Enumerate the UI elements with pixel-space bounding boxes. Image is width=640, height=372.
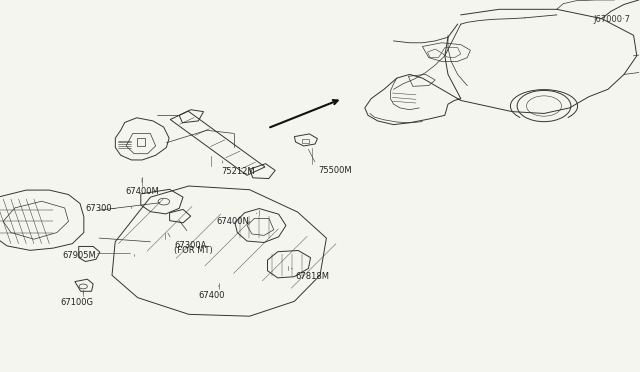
Text: (FOR MT): (FOR MT) <box>174 246 213 254</box>
Text: 67818M: 67818M <box>296 272 330 281</box>
Text: 67905M: 67905M <box>62 251 96 260</box>
Text: 75212M: 75212M <box>221 167 255 176</box>
Text: J67000·7: J67000·7 <box>593 15 630 24</box>
Text: 67300: 67300 <box>85 204 112 213</box>
Text: 67300A: 67300A <box>174 241 207 250</box>
Text: 67400: 67400 <box>198 291 225 300</box>
Text: 67400M: 67400M <box>125 187 159 196</box>
Text: 67100G: 67100G <box>60 298 93 307</box>
Text: 75500M: 75500M <box>318 166 352 174</box>
Text: 67400N: 67400N <box>217 217 250 225</box>
